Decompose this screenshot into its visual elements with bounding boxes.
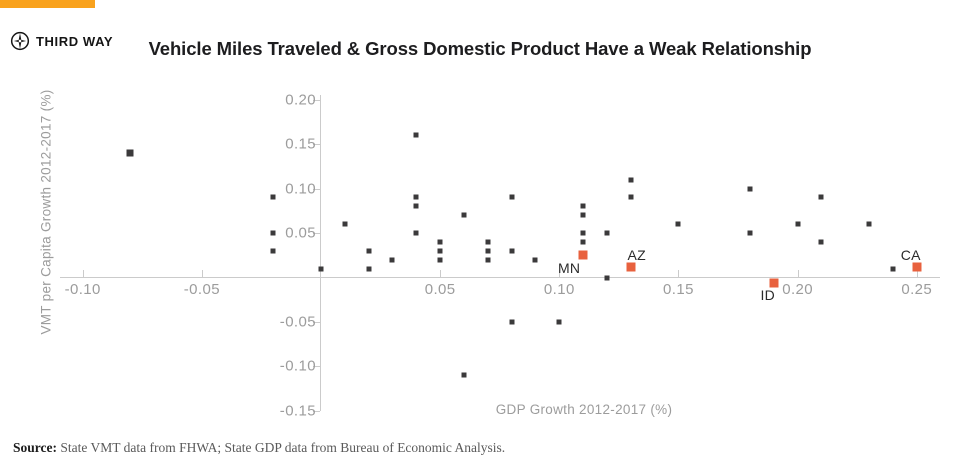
x-tick	[678, 270, 680, 277]
x-tick	[559, 270, 561, 277]
chart-title: Vehicle Miles Traveled & Gross Domestic …	[148, 38, 812, 59]
data-point	[747, 186, 753, 192]
highlight-point-MN	[578, 250, 588, 260]
data-point	[413, 132, 419, 138]
y-tick-label: 0.10	[285, 180, 316, 198]
data-point	[818, 194, 824, 200]
y-tick-label: 0.15	[285, 135, 316, 153]
y-tick-label: -0.15	[279, 402, 316, 420]
data-point	[389, 257, 395, 263]
data-point	[461, 372, 467, 378]
data-point	[747, 230, 753, 236]
data-point	[437, 257, 443, 263]
x-tick	[201, 270, 203, 277]
y-tick	[313, 99, 320, 101]
x-tick	[916, 270, 918, 277]
data-point	[675, 221, 681, 227]
data-point	[485, 239, 491, 245]
x-tick-label: 0.10	[543, 281, 575, 298]
y-axis-title: VMT per Capita Growth 2012-2017 (%)	[38, 89, 54, 335]
y-tick-label: -0.10	[279, 357, 316, 375]
data-point	[270, 230, 276, 236]
data-point	[366, 248, 372, 254]
data-point	[580, 212, 586, 218]
data-point	[461, 212, 467, 218]
data-point	[270, 194, 276, 200]
data-point	[795, 221, 801, 227]
y-tick	[313, 366, 320, 368]
source-text: State VMT data from FHWA; State GDP data…	[57, 440, 506, 455]
data-point	[556, 319, 562, 325]
y-tick	[313, 188, 320, 190]
data-point	[866, 221, 872, 227]
compass-logo-icon	[10, 31, 30, 51]
state-label-AZ: AZ	[627, 246, 647, 263]
data-point	[318, 266, 324, 272]
source-label: Source:	[13, 440, 57, 455]
y-axis-line	[320, 95, 321, 411]
data-point	[413, 194, 419, 200]
data-point	[437, 248, 443, 254]
x-tick	[797, 270, 799, 277]
data-point	[509, 194, 515, 200]
data-point	[126, 149, 134, 157]
y-tick	[313, 321, 320, 323]
data-point	[509, 319, 515, 325]
data-point	[413, 203, 419, 209]
state-label-ID: ID	[760, 286, 776, 303]
data-point	[580, 230, 586, 236]
y-tick-label: 0.05	[285, 224, 316, 242]
highlight-point-CA	[912, 262, 922, 272]
x-tick	[440, 270, 442, 277]
data-point	[532, 257, 538, 263]
x-tick-label: 0.05	[424, 281, 456, 298]
brand-name: THIRD WAY	[36, 33, 114, 49]
data-point	[342, 221, 348, 227]
y-tick-label: -0.05	[279, 313, 316, 331]
source-note: Source: State VMT data from FHWA; State …	[13, 440, 505, 456]
y-tick	[313, 233, 320, 235]
data-point	[604, 275, 610, 280]
x-tick-label: -0.10	[64, 281, 101, 298]
data-point	[628, 177, 634, 183]
highlight-point-AZ	[626, 262, 636, 272]
data-point	[485, 248, 491, 254]
data-point	[437, 239, 443, 245]
data-point	[270, 248, 276, 254]
brand-accent-bar	[0, 0, 95, 8]
data-point	[366, 266, 372, 272]
data-point	[580, 239, 586, 245]
x-tick	[82, 270, 84, 277]
x-axis-title: GDP Growth 2012-2017 (%)	[495, 402, 673, 417]
y-tick-label: 0.20	[285, 91, 316, 109]
y-tick	[313, 410, 320, 412]
data-point	[628, 194, 634, 200]
x-tick-label: -0.05	[183, 281, 220, 298]
x-tick-label: 0.15	[663, 281, 694, 298]
data-point	[604, 230, 610, 236]
data-point	[580, 203, 586, 209]
x-tick-label: 0.25	[901, 281, 933, 298]
x-axis-line	[60, 277, 940, 278]
data-point	[413, 230, 419, 236]
brand-header: THIRD WAY	[10, 31, 113, 51]
state-label-MN: MN	[557, 260, 581, 277]
data-point	[818, 239, 824, 245]
highlight-point-ID	[769, 278, 779, 288]
data-point	[485, 257, 491, 263]
data-point	[509, 248, 515, 254]
y-tick	[313, 144, 320, 146]
data-point	[890, 266, 896, 272]
x-tick-label: 0.20	[782, 281, 813, 298]
state-label-CA: CA	[900, 246, 921, 263]
